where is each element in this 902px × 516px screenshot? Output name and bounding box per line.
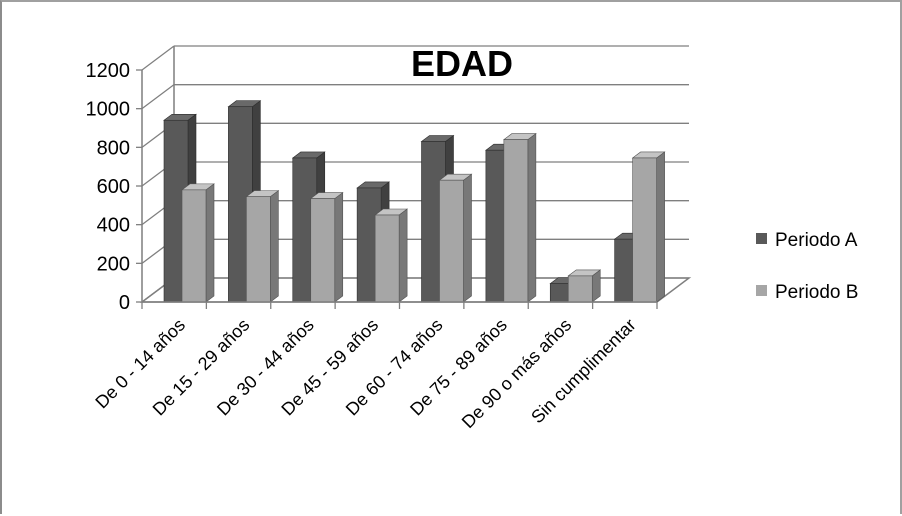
bar-front bbox=[374, 214, 400, 303]
legend-swatch bbox=[756, 285, 767, 296]
bar-periodo-b bbox=[309, 191, 344, 303]
bar-front bbox=[439, 179, 464, 303]
bar-periodo-b bbox=[502, 133, 537, 303]
bar-front bbox=[310, 198, 336, 303]
y-tick-label: 0 bbox=[119, 292, 130, 314]
y-tick-label: 800 bbox=[97, 137, 130, 159]
y-tick-label: 400 bbox=[97, 215, 130, 237]
y-tick-label: 1200 bbox=[86, 60, 131, 82]
gridline-side bbox=[141, 45, 175, 71]
legend-swatch bbox=[756, 233, 767, 244]
y-tick-label: 600 bbox=[97, 176, 130, 198]
bar-side bbox=[398, 208, 408, 303]
legend-label: Periodo A bbox=[775, 230, 858, 251]
bar-periodo-b bbox=[567, 269, 602, 303]
y-tick-label: 1000 bbox=[86, 99, 131, 121]
chart-title: EDAD bbox=[411, 43, 513, 84]
bar-periodo-b bbox=[438, 173, 473, 303]
x-category-label: De 90 o más años bbox=[458, 315, 575, 432]
bar-periodo-b bbox=[181, 183, 215, 303]
gridline-side bbox=[141, 84, 175, 110]
bar-side bbox=[463, 173, 472, 303]
y-axis: 0 200 400 600 800 1000 1200 bbox=[86, 60, 142, 314]
bar-front bbox=[503, 139, 529, 303]
bars bbox=[163, 100, 666, 303]
bar-periodo-b bbox=[245, 190, 280, 303]
bar-side bbox=[656, 151, 665, 303]
bar-periodo-b bbox=[631, 151, 666, 303]
bar-side bbox=[527, 133, 537, 303]
bar-front bbox=[567, 275, 593, 303]
y-tick-label: 200 bbox=[97, 253, 130, 275]
bar-front bbox=[246, 196, 271, 303]
legend-label: Periodo B bbox=[775, 282, 858, 303]
floor bbox=[139, 277, 692, 303]
bar-front bbox=[632, 157, 657, 303]
bar-front bbox=[181, 189, 207, 303]
bar-side bbox=[334, 191, 344, 303]
bar-side bbox=[270, 190, 279, 303]
bar-periodo-b bbox=[374, 208, 409, 303]
legend: Periodo A Periodo B bbox=[756, 230, 858, 303]
bar-side bbox=[205, 183, 215, 303]
gridlines bbox=[141, 45, 689, 303]
